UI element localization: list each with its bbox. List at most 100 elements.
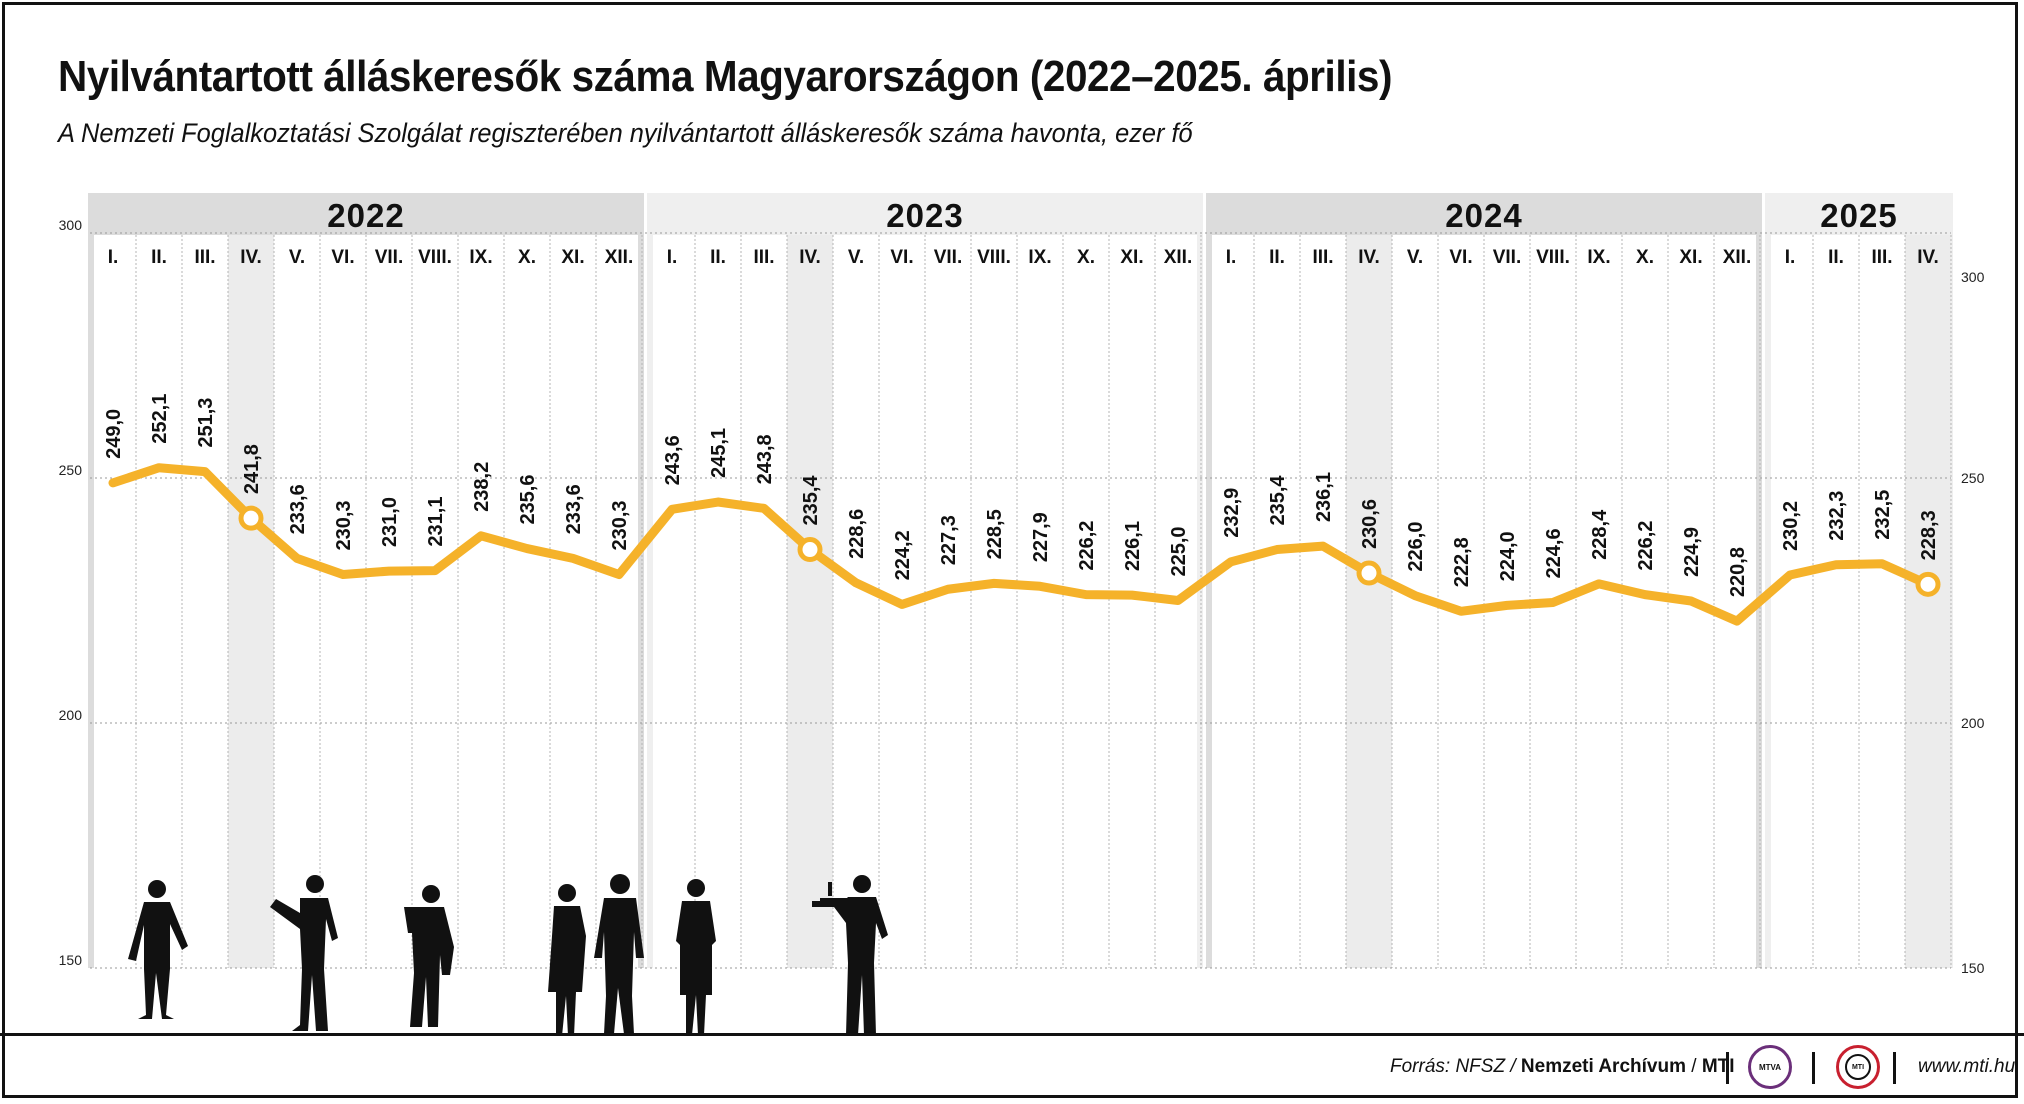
month-label: XII. [1164,247,1193,268]
month-label: VIII. [1536,247,1570,268]
month-label: IX. [1028,247,1051,268]
waiter-silhouette [812,875,888,1035]
month-label: X. [1077,247,1095,268]
footer-separator [1726,1052,1729,1084]
data-label: 232,9 [1221,488,1243,538]
footer-divider [0,1033,2024,1036]
website-link[interactable]: www.mti.hu [1918,1056,2016,1077]
highlight-marker [238,505,264,531]
data-label: 230,3 [609,500,631,550]
data-line [108,463,1941,626]
year-label: 2025 [1820,197,1897,234]
footer-separator [1893,1052,1896,1084]
y-tick-right: 150 [1961,960,1985,976]
data-label: 228,5 [984,509,1006,559]
source-credit: Forrás: NFSZ / Nemzeti Archívum / MTI [1390,1056,1735,1086]
footer-separator [1812,1052,1815,1084]
month-label: VII. [934,247,963,268]
month-label: IV. [1358,247,1380,268]
y-tick-left: 300 [59,217,83,233]
data-label: 241,8 [241,444,263,494]
data-label: 252,1 [149,394,171,444]
month-label: XI. [1120,247,1143,268]
y-tick-right: 200 [1961,715,1985,731]
y-tick-right: 250 [1961,470,1985,486]
data-label: 236,1 [1313,472,1335,522]
grid-lines [90,232,1952,969]
source-archive: Nemzeti Archívum [1520,1056,1686,1077]
people-silhouettes [128,874,888,1036]
data-label: 228,6 [846,509,868,559]
month-label: VI. [890,247,913,268]
month-label: IV. [240,247,262,268]
plot-area [94,235,638,968]
highlight-marker [797,537,823,563]
month-label: V. [289,247,305,268]
highlight-column [787,235,833,968]
woman-silhouette [548,884,586,1036]
manager-silhouette [404,885,454,1027]
data-label: 220,8 [1727,547,1749,597]
month-label: I. [1785,247,1796,268]
month-label: I. [1226,247,1237,268]
month-label: XII. [1723,247,1752,268]
month-label: II. [710,247,726,268]
month-label: II. [1269,247,1285,268]
month-label: VIII. [977,247,1011,268]
data-label: 225,0 [1168,526,1190,576]
data-label: 227,9 [1030,512,1052,562]
data-label: 249,0 [103,409,125,459]
highlight-column [228,235,274,968]
data-label: 226,2 [1635,521,1657,571]
data-label: 230,3 [333,500,355,550]
engineer-silhouette [270,875,338,1031]
data-label: 222,8 [1451,537,1473,587]
month-label: V. [848,247,864,268]
source-prefix: Forrás: NFSZ / [1390,1056,1516,1077]
data-label: 243,8 [754,434,776,484]
data-label: 224,0 [1497,531,1519,581]
data-label: 224,6 [1543,528,1565,578]
highlight-column [1905,235,1951,968]
month-header: 2022 I. II. III. IV. V. VI. VII. VIII. IX. X. XI. XI… [108,197,1939,268]
worker-silhouette [128,880,188,1019]
month-label: XI. [561,247,584,268]
highlight-marker [1915,571,1941,597]
data-label: 233,6 [287,484,309,534]
data-label: 231,0 [379,497,401,547]
month-label: VII. [1493,247,1522,268]
data-label: 230,2 [1780,501,1802,551]
man-silhouette [594,874,644,1034]
year-bands [88,193,1953,968]
month-label: I. [667,247,678,268]
data-label: 251,3 [195,398,217,448]
month-label: IX. [1587,247,1610,268]
data-label: 235,4 [1267,475,1289,526]
month-label: III. [1871,247,1892,268]
month-label: XII. [605,247,634,268]
data-label: 235,4 [800,475,822,526]
value-labels: 249,0 252,1 251,3 241,8 233,6 230,3 231,0 231,1… [103,394,1940,597]
month-label: X. [1636,247,1654,268]
elderly-woman-silhouette [676,879,716,1035]
data-label: 233,6 [563,484,585,534]
month-label: III. [753,247,774,268]
y-tick-right: 300 [1961,269,1985,285]
mtva-logo-text: MTVA [1758,1062,1782,1072]
chart-subtitle: A Nemzeti Foglalkoztatási Szolgálat regi… [58,118,1193,148]
month-label: III. [194,247,215,268]
data-label: 227,3 [938,515,960,565]
month-label: VI. [1449,247,1472,268]
mti-logo-text: MTI [1851,1063,1865,1071]
month-label: VI. [331,247,354,268]
month-label: IV. [1917,247,1939,268]
data-label: 231,1 [425,497,447,547]
month-label: X. [518,247,536,268]
data-label: 228,3 [1918,510,1940,560]
year-label: 2024 [1445,197,1522,234]
highlight-marker [1356,560,1382,586]
mti-logo-inner: MTI [1845,1054,1871,1080]
y-tick-left: 150 [59,952,83,968]
month-label: II. [1828,247,1844,268]
